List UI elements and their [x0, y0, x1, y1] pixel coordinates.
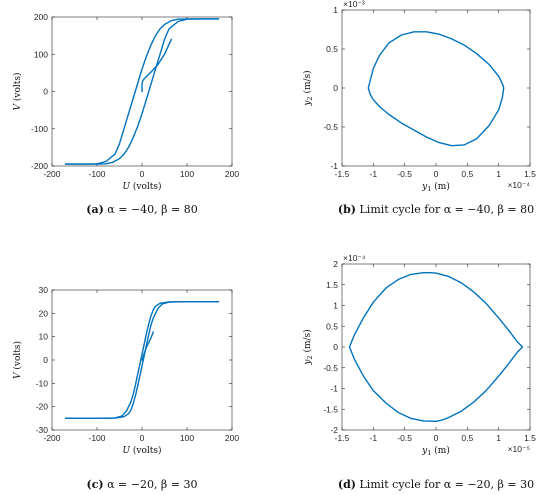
- chart-b-x-exponent: ×10⁻⁴: [507, 180, 530, 190]
- chart-d-y-tick-label: 1.5: [326, 280, 338, 290]
- chart-c-y-tick-label: 10: [39, 332, 49, 342]
- chart-c-x-tick-label: 100: [180, 433, 194, 443]
- chart-d-plot-area: [341, 263, 531, 431]
- chart-a-y-tick-label: 0: [43, 87, 48, 97]
- chart-d-y-tick-label: -1: [330, 384, 338, 394]
- chart-c-y-tick-label: -10: [36, 378, 49, 388]
- chart-a-series-line-3: [141, 38, 173, 93]
- chart-c-x-tick-label: 200: [225, 433, 239, 443]
- chart-a-series-line-2: [64, 18, 220, 165]
- chart-a-caption: (a) α = −40, β = 80: [86, 203, 197, 216]
- chart-d-x-tick-label: 0: [434, 433, 439, 443]
- chart-d-y-axis-label: y2 (m/s): [302, 329, 314, 365]
- chart-c-x-tick-label: -100: [88, 433, 105, 443]
- chart-a-x-tick-label: 0: [140, 169, 145, 179]
- panel-d: -1.5 -1 -0.5 0 0.5 1 1.5-2-1.5-1-0.500.511.52×…: [302, 253, 536, 491]
- chart-b-x-tick-label: -1.5: [335, 169, 350, 179]
- chart-b-x-tick-label: 1.5: [524, 169, 536, 179]
- chart-d-x-tick-label: -1: [370, 433, 378, 443]
- chart-b-plot-area: [341, 9, 531, 167]
- chart-b-y-tick-label: 0.5: [326, 44, 338, 54]
- chart-b-series-line-1: [367, 31, 505, 147]
- chart-a-x-tick-label: 100: [180, 169, 194, 179]
- chart-a-y-tick-label: 200: [34, 12, 48, 22]
- chart-c-series-line-2: [64, 301, 220, 419]
- panel-b: -1.5 -1 -0.5 0 0.5 1 1.5-1-0.500.51×10⁻³×10⁻⁴y…: [302, 0, 536, 216]
- chart-a-x-tick-label: -100: [88, 169, 105, 179]
- chart-a-y-tick-label: 100: [34, 49, 48, 59]
- chart-d-y-tick-label: 1: [333, 301, 338, 311]
- chart-d-y-exponent: ×10⁻⁴: [343, 253, 366, 263]
- chart-c-y-tick-label: -20: [36, 402, 49, 412]
- chart-d-y-tick-label: 0: [333, 342, 338, 352]
- chart-a-series-line-1: [64, 18, 220, 165]
- chart-b-y-tick-label: -1: [330, 161, 338, 171]
- chart-c-x-tick-label: 0: [140, 433, 145, 443]
- chart-d-x-tick-label: 0.5: [461, 433, 473, 443]
- chart-c-y-tick-label: -30: [36, 425, 49, 435]
- chart-b-y-exponent: ×10⁻³: [343, 0, 365, 9]
- chart-c-y-tick-label: 20: [39, 308, 49, 318]
- chart-a-x-tick-label: -200: [43, 169, 60, 179]
- chart-a-y-axis-label: V (volts): [12, 73, 23, 111]
- chart-c-y-tick-label: 0: [43, 355, 48, 365]
- chart-d-y-tick-label: -2: [330, 425, 338, 435]
- chart-c-y-tick-label: 30: [39, 285, 49, 295]
- chart-d-y-tick-label: -1.5: [323, 404, 338, 414]
- chart-c-x-axis-label: U (volts): [122, 445, 161, 456]
- chart-c-x-tick-label: -200: [43, 433, 60, 443]
- chart-d-x-tick-label: 1: [496, 433, 501, 443]
- chart-d-x-tick-label: -0.5: [397, 433, 412, 443]
- chart-a-y-tick-label: -200: [31, 161, 48, 171]
- chart-c-y-axis-label: V (volts): [12, 341, 23, 379]
- chart-b-x-tick-label: 1: [496, 169, 501, 179]
- chart-b-y-tick-label: 1: [333, 5, 338, 15]
- chart-d-y-tick-label: -0.5: [323, 363, 338, 373]
- chart-d-y-tick-label: 2: [333, 259, 338, 269]
- chart-b-y-axis-label: y2 (m/s): [302, 70, 314, 106]
- chart-b-x-tick-label: 0: [434, 169, 439, 179]
- chart-c-caption: (c) α = −20, β = 30: [86, 478, 197, 491]
- chart-b-x-tick-label: 0.5: [461, 169, 473, 179]
- chart-a-x-axis-label: U (volts): [122, 181, 161, 192]
- chart-b-x-axis-label: y1 (m): [421, 181, 450, 193]
- chart-d-x-axis-label: y1 (m): [421, 445, 450, 457]
- chart-b-y-tick-label: 0: [333, 83, 338, 93]
- chart-d-caption: (d) Limit cycle for α = −20, β = 30: [338, 478, 534, 491]
- chart-c-series-line-3: [141, 331, 155, 361]
- chart-d-y-tick-label: 0.5: [326, 321, 338, 331]
- chart-b-caption: (b) Limit cycle for α = −40, β = 80: [338, 203, 534, 216]
- chart-a-x-tick-label: 200: [225, 169, 239, 179]
- chart-d-x-exponent: ×10⁻⁵: [508, 444, 530, 454]
- chart-b-x-tick-label: -1: [370, 169, 378, 179]
- chart-d-series-line-1: [348, 272, 524, 422]
- panel-a: -200 -100 0 100 200 -200 -100 0 100 200 U (volts) V…: [12, 12, 239, 216]
- chart-a-y-tick-label: -100: [31, 124, 48, 134]
- chart-d-x-tick-label: 1.5: [524, 433, 536, 443]
- chart-b-y-tick-label: -0.5: [323, 122, 338, 132]
- chart-c-series-line-1: [64, 301, 220, 419]
- chart-d-x-tick-label: -1.5: [335, 433, 350, 443]
- chart-b-x-tick-label: -0.5: [397, 169, 412, 179]
